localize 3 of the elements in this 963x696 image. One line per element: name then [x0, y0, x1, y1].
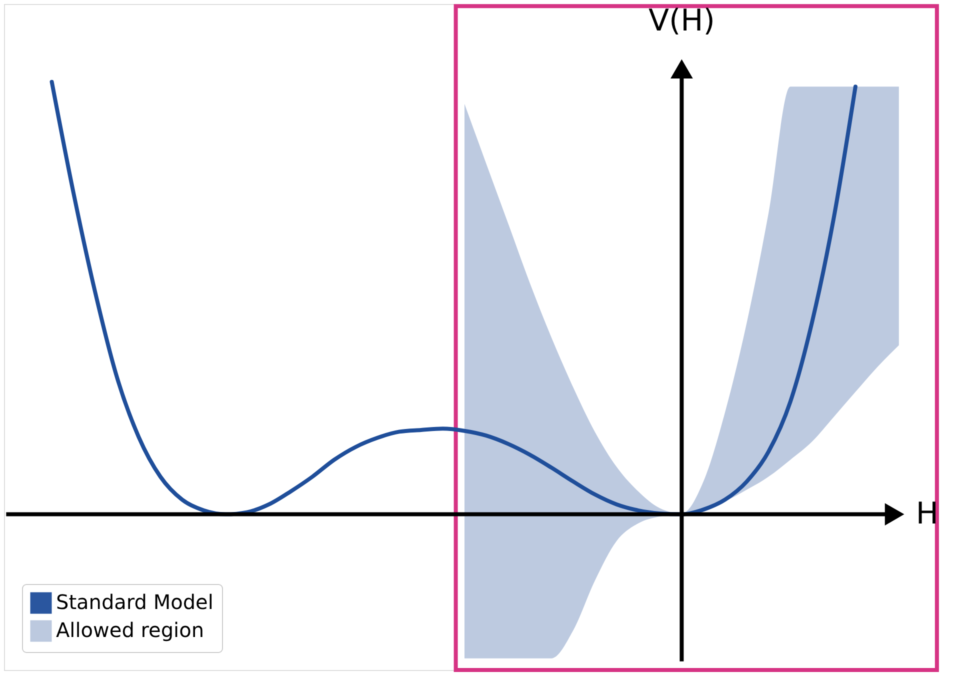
y-axis-title: V(H)	[648, 3, 715, 38]
legend-label: Allowed region	[56, 618, 204, 642]
legend-label: Standard Model	[56, 590, 214, 614]
